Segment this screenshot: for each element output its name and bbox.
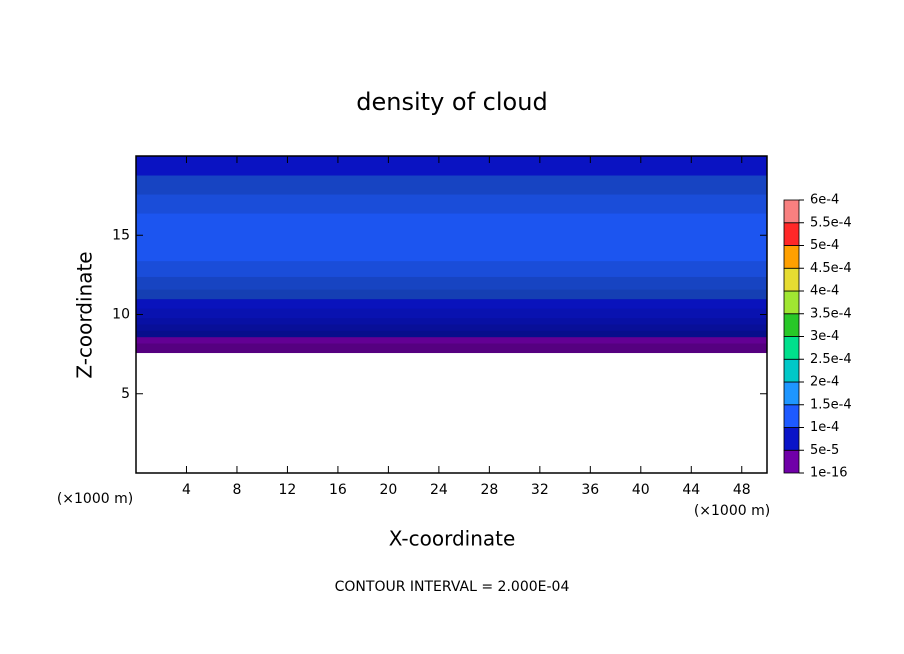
colorbar-swatch [783,222,800,246]
colorbar-label: 1e-16 [810,466,848,481]
colorbar-swatch [783,290,800,315]
colorbar-swatch [783,199,800,224]
colorbar-label: 2e-4 [810,375,839,390]
x-tick-label: 12 [279,482,297,498]
y-axis-label: Z-coordinate [73,251,97,378]
colorbar-label: 5.5e-4 [810,215,852,230]
contour-band [136,336,767,344]
x-tick-label: 48 [733,482,751,498]
colorbar-label: 1.5e-4 [810,397,852,412]
colorbar-swatch [783,313,800,337]
colorbar-label: 5e-5 [810,443,839,458]
x-tick-label: 40 [632,482,650,498]
colorbar-swatch [783,404,800,428]
colorbar-label: 5e-4 [810,238,839,253]
x-unit-label: (×1000 m) [57,491,133,507]
x-tick-label: 24 [430,482,448,498]
contour-band [136,289,767,300]
contour-band [136,343,767,354]
x-tick-label: 16 [329,482,347,498]
contour-band [136,156,767,176]
contour-band [136,260,767,277]
colorbar-label: 6e-4 [810,193,839,208]
x-tick-label: 32 [531,482,549,498]
annotation: CONTOUR INTERVAL = 2.000E-04 [335,579,570,595]
x-tick-label: 36 [581,482,599,498]
colorbar-label: 1e-4 [810,420,839,435]
x-tick-label: 8 [232,482,241,498]
x-tick-label: 20 [379,482,397,498]
x-tick-label: 44 [682,482,700,498]
contour-band [136,330,767,338]
colorbar-swatch [783,336,800,360]
colorbar-swatch [783,449,800,474]
colorbar-label: 2.5e-4 [810,352,852,367]
x-unit-label: (×1000 m) [694,503,770,519]
y-tick-label: 5 [121,386,130,402]
contour-band [136,308,767,319]
colorbar-label: 4e-4 [810,284,839,299]
colorbar-swatch [783,245,800,269]
colorbar-swatch [783,358,800,383]
x-tick-label: 28 [480,482,498,498]
contour-band [136,175,767,195]
contour-band [136,213,767,262]
colorbar-swatch [783,427,800,451]
y-tick-label: 15 [112,227,130,243]
colorbar-label: 3e-4 [810,329,839,344]
colorbar-label: 4.5e-4 [810,261,852,276]
chart-title: density of cloud [356,88,547,116]
contour-band [136,194,767,214]
colorbar-swatch [783,267,800,292]
contour-band [136,324,767,331]
contour-band [136,298,767,309]
y-tick-label: 10 [112,307,130,323]
x-axis-label: X-coordinate [389,527,516,551]
contour-band [136,276,767,290]
colorbar-label: 3.5e-4 [810,306,852,321]
contour-band [136,317,767,325]
x-tick-label: 4 [182,482,191,498]
colorbar-swatch [783,381,800,406]
